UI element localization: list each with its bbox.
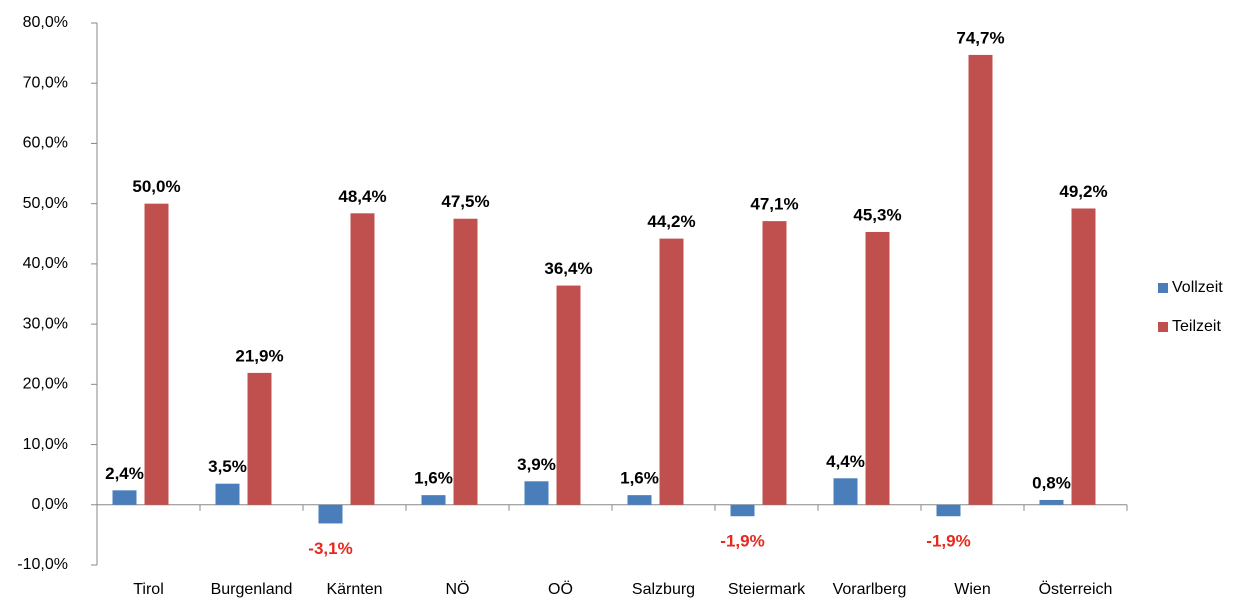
value-label: 0,8%: [1032, 473, 1071, 492]
x-tick-label: Kärnten: [326, 581, 382, 598]
value-label: 45,3%: [853, 205, 901, 224]
legend-swatch: [1158, 322, 1168, 332]
bar: [730, 504, 755, 517]
x-tick-label: Österreich: [1039, 580, 1113, 598]
bar: [865, 231, 890, 505]
value-label: 49,2%: [1059, 182, 1107, 201]
bar: [1071, 208, 1096, 505]
x-tick-label: NÖ: [446, 580, 470, 598]
value-label: -1,9%: [926, 532, 970, 551]
value-label: -1,9%: [720, 532, 764, 551]
bar: [1039, 499, 1064, 505]
value-label: 2,4%: [105, 464, 144, 483]
bar: [350, 213, 375, 505]
bar: [318, 504, 343, 524]
x-tick-label: Vorarlberg: [833, 581, 907, 598]
bar: [215, 483, 240, 505]
y-tick-label: 70,0%: [23, 74, 68, 91]
y-tick-label: 30,0%: [23, 315, 68, 332]
bar: [936, 504, 961, 517]
value-label: 1,6%: [620, 469, 659, 488]
value-label: 3,9%: [517, 455, 556, 474]
x-tick-label: Tirol: [133, 581, 164, 598]
bar: [659, 238, 684, 505]
x-tick-label: Steiermark: [728, 581, 806, 598]
bar: [556, 285, 581, 505]
value-label: 36,4%: [544, 259, 592, 278]
value-label: 74,7%: [956, 28, 1004, 47]
value-label: 4,4%: [826, 452, 865, 471]
value-label: 21,9%: [235, 346, 283, 365]
y-tick-label: 10,0%: [23, 436, 68, 453]
value-label: 50,0%: [132, 177, 180, 196]
y-tick-label: 20,0%: [23, 376, 68, 393]
y-tick-label: 80,0%: [23, 14, 68, 31]
bar: [524, 481, 549, 505]
bar: [421, 495, 446, 505]
x-tick-label: OÖ: [548, 580, 573, 598]
x-tick-label: Wien: [954, 581, 990, 598]
legend-label: Vollzeit: [1172, 279, 1223, 296]
bar: [112, 490, 137, 505]
bar: [968, 54, 993, 505]
x-tick-label: Burgenland: [211, 581, 293, 598]
value-label: 3,5%: [208, 457, 247, 476]
legend-label: Teilzeit: [1172, 318, 1221, 335]
bar: [247, 372, 272, 505]
y-tick-label: -10,0%: [17, 556, 68, 573]
value-label: 44,2%: [647, 212, 695, 231]
x-tick-label: Salzburg: [632, 581, 695, 598]
value-label: 47,5%: [441, 192, 489, 211]
bar: [627, 495, 652, 505]
value-label: 47,1%: [750, 195, 798, 214]
bar: [833, 478, 858, 505]
y-tick-label: 60,0%: [23, 135, 68, 152]
y-tick-label: 40,0%: [23, 255, 68, 272]
bar: [453, 218, 478, 505]
value-label: 48,4%: [338, 187, 386, 206]
y-tick-label: 50,0%: [23, 195, 68, 212]
value-label: 1,6%: [414, 469, 453, 488]
bar: [144, 203, 169, 505]
legend-swatch: [1158, 283, 1168, 293]
value-label: -3,1%: [308, 539, 352, 558]
y-tick-label: 0,0%: [32, 496, 68, 513]
bar: [762, 221, 787, 505]
